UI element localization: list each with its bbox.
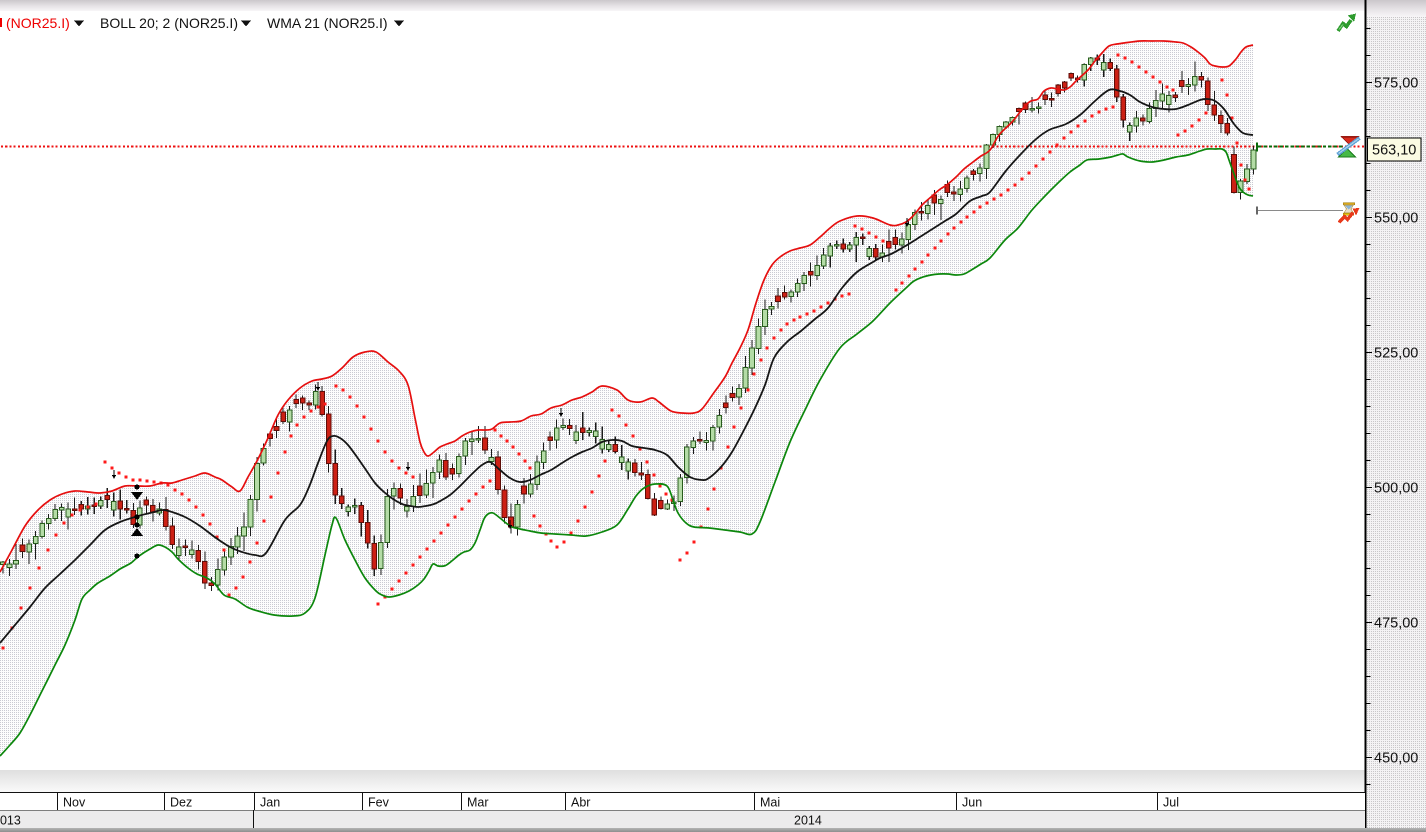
svg-text:475,00: 475,00	[1374, 616, 1418, 632]
svg-text:Mai: Mai	[760, 796, 780, 810]
svg-text:(NOR25.I): (NOR25.I)	[6, 15, 70, 31]
svg-text:563,10: 563,10	[1372, 143, 1416, 159]
svg-text:550,00: 550,00	[1374, 211, 1418, 227]
svg-text:525,00: 525,00	[1374, 346, 1418, 362]
svg-text:2013: 2013	[0, 814, 21, 828]
svg-text:Fev: Fev	[368, 796, 390, 810]
svg-text:500,00: 500,00	[1374, 481, 1418, 497]
svg-text:Nov: Nov	[63, 796, 86, 810]
svg-text:2014: 2014	[794, 814, 822, 828]
svg-text:450,00: 450,00	[1374, 751, 1418, 767]
svg-text:WMA 21 (NOR25.I): WMA 21 (NOR25.I)	[267, 15, 388, 31]
svg-text:Jan: Jan	[260, 796, 280, 810]
svg-text:Jun: Jun	[962, 796, 982, 810]
svg-text:Jul: Jul	[1163, 796, 1179, 810]
svg-text:575,00: 575,00	[1374, 76, 1418, 92]
svg-text:Abr: Abr	[571, 796, 590, 810]
svg-text:Mar: Mar	[467, 796, 489, 810]
svg-text:Dez: Dez	[170, 796, 192, 810]
svg-text:BOLL 20; 2 (NOR25.I): BOLL 20; 2 (NOR25.I)	[100, 15, 238, 31]
